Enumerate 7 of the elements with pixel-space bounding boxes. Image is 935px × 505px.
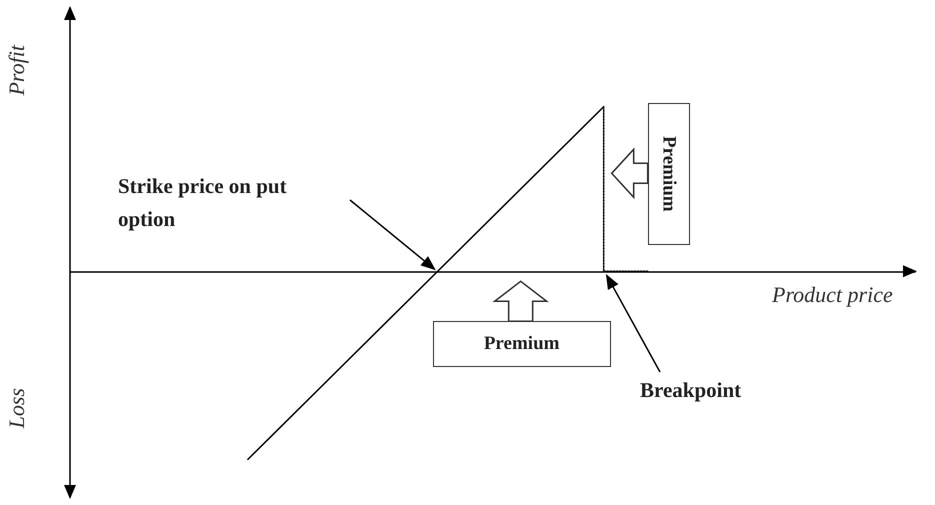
- text: Loss: [4, 388, 30, 428]
- callout-box: Premium: [432, 321, 611, 368]
- annotation: Strike price on put option: [118, 173, 288, 233]
- y-axis-title: Profit: [4, 45, 30, 96]
- x-axis-title: Product price: [772, 282, 893, 308]
- annotation: Breakpoint: [640, 378, 742, 403]
- callout-box: Premium: [648, 103, 690, 246]
